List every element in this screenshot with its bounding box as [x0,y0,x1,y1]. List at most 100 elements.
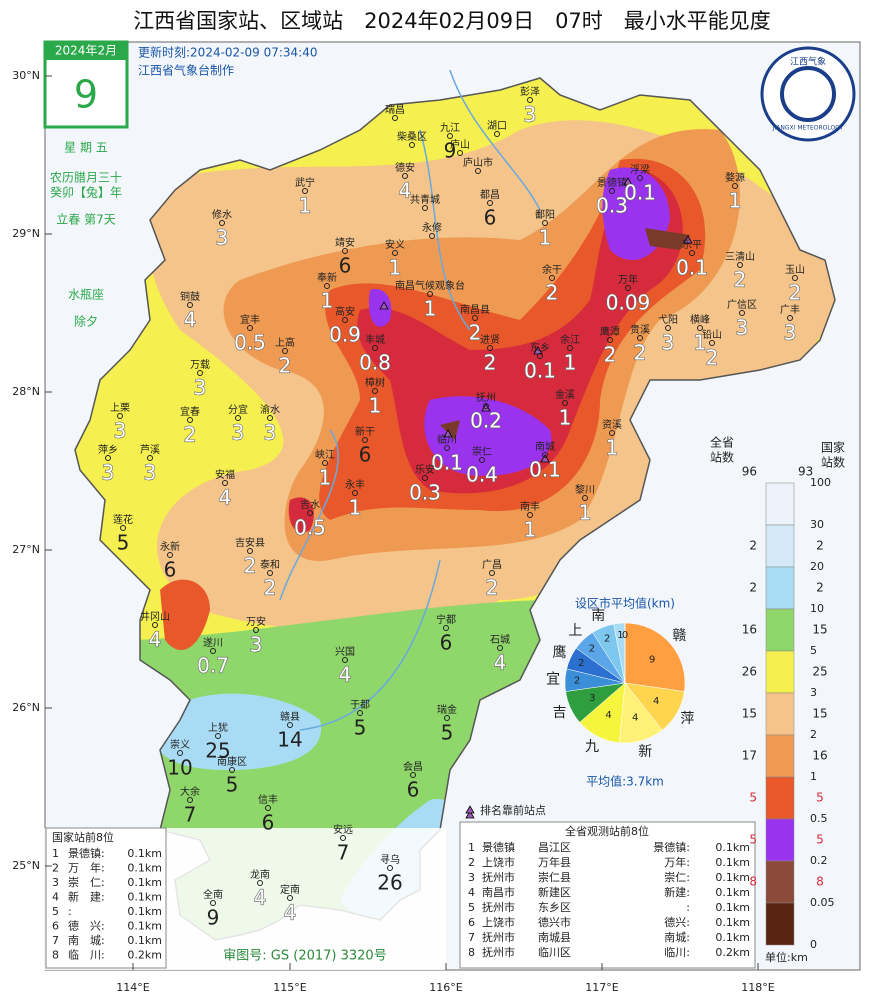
station-dot [479,457,485,463]
table-cell: 0.1km [715,901,750,914]
table-cell: 0.1km [127,862,162,875]
station-value: 2 [184,423,197,447]
station-dot [302,188,308,194]
table-cell: 2 [468,856,475,869]
station-name: 宜丰 [240,313,260,326]
producer: 江西省气象台制作 [138,63,234,78]
legend-count: 15 [812,623,827,637]
table-cell: 南城: [664,931,690,944]
table-cell: 0.1km [127,876,162,889]
station-dot [494,131,500,137]
station-name: 井冈山 [140,610,170,623]
pie-name: 南 [591,608,605,624]
station-dot [567,345,573,351]
pie-value: 2 [604,633,610,644]
station-value: 0.5 [294,516,326,540]
station-name: 上犹 [208,722,228,734]
station-value: 1 [564,351,577,375]
station-value: 2 [706,346,719,370]
rank-marker-key [465,805,475,814]
day: 9 [74,73,98,117]
station-name: 全南 [203,888,223,901]
review-number: 审图号: GS (2017) 3320号 [223,949,386,964]
table-cell: 临川: [664,945,690,959]
station-value: 0.8 [359,351,391,375]
rank-note: 排名靠前站点 [480,803,546,817]
legend-threshold: 1 [810,770,817,783]
station-value: 3 [264,421,277,445]
station-dot [247,325,253,331]
station-dot [282,348,288,354]
station-name: 大余 [180,785,200,798]
table-cell: 德兴: [664,915,690,929]
station-name: 安远 [333,823,353,836]
station-dot [489,570,495,576]
legend-box [765,524,795,568]
month: 2024年2月 [55,44,117,58]
station-name: 定南 [280,883,300,896]
station-name: 弋阳 [658,313,678,326]
table-cell: 万 年: [68,861,105,875]
station-dot [372,345,378,351]
station-value: 6 [339,254,352,278]
table-cell: 东乡区 [538,901,571,914]
station-dot [265,805,271,811]
station-value: 4 [219,486,232,510]
station-name: 宜春 [180,405,200,418]
station-dot [177,750,183,756]
legend-threshold: 2 [810,728,817,741]
station-value: 14 [277,728,302,752]
station-dot [483,403,489,409]
solar_term: 立春 第7天 [56,212,115,227]
station-value: 1 [389,256,402,280]
legend-threshold: 30 [810,518,824,531]
table-cell: 崇仁: [664,871,690,884]
table-cell: 景德镇 [482,840,515,854]
station-dot [247,548,253,554]
table-cell: 抚州市 [482,900,515,914]
station-dot [324,283,330,289]
station-dot [392,115,398,121]
station-name: 瑞金 [437,703,457,716]
logo-mark [780,66,836,122]
legend-threshold: 0 [810,938,817,951]
station-dot [152,622,158,628]
station-dot [210,900,216,906]
table-cell: 8 [468,946,475,959]
station-value: 0.1 [431,451,463,475]
station-value: 9 [207,906,220,930]
station-value: 3 [736,316,749,340]
station-dot [167,552,173,558]
station-dot [792,275,798,281]
station-value: 5 [226,773,239,797]
station-dot [215,733,221,739]
station-name: 高安 [335,305,355,318]
station-dot [487,200,493,206]
station-name: 奉新 [317,271,337,284]
station-dot [537,353,543,359]
table-cell: 上饶市 [482,855,515,869]
table-cell: 6 [52,920,59,933]
station-dot [562,400,568,406]
station-dot [487,345,493,351]
table-cell: 临 川: [68,948,105,962]
station-name: 兴国 [335,646,355,658]
table-cell: : [686,901,690,914]
table-cell: 0.2km [715,946,750,959]
table-cell: 昌江区 [538,841,571,854]
legend-count: 2 [816,539,824,553]
station-value: 0.2 [470,409,502,433]
station-value: 4 [149,628,162,652]
station-dot [105,455,111,461]
table-cell: 德兴市 [538,915,571,929]
legend-box [765,818,795,862]
table-cell: 0.1km [127,847,162,860]
legend-count: 8 [749,875,757,889]
station-value: 0.5 [234,331,266,355]
station-name: 永修 [422,221,442,234]
station-dot [197,370,203,376]
legend-count: 2 [749,539,757,553]
station-name: 修水 [212,208,232,221]
station-value: 3 [216,226,229,250]
table-cell: 南城县 [538,931,571,944]
